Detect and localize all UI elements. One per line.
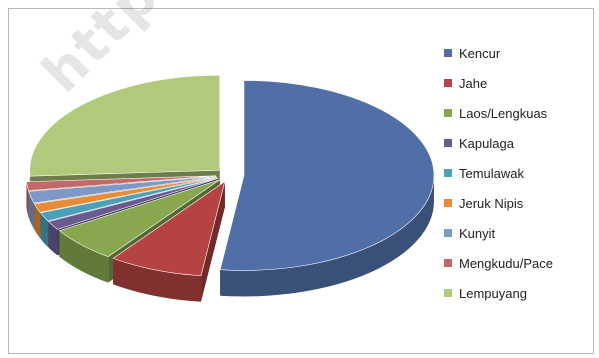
legend-swatch bbox=[444, 109, 452, 117]
pie-slice bbox=[28, 176, 217, 204]
pie-slice-side bbox=[113, 258, 202, 302]
pie-slice-side bbox=[59, 230, 109, 283]
pie-slice-side bbox=[48, 221, 58, 256]
pie-slice bbox=[112, 180, 226, 277]
legend-item: Lempuyang bbox=[444, 278, 594, 308]
legend: Kencur Jahe Laos/Lengkuas Kapulaga Temulawak… bbox=[444, 38, 594, 308]
pie-slice bbox=[40, 177, 218, 222]
pie-slice-side bbox=[220, 175, 434, 297]
legend-item: Laos/Lengkuas bbox=[444, 98, 594, 128]
legend-item: Kencur bbox=[444, 38, 594, 68]
legend-item: Temulawak bbox=[444, 158, 594, 188]
legend-swatch bbox=[444, 49, 452, 57]
legend-label: Jeruk Nipis bbox=[459, 195, 524, 211]
pie-slice bbox=[219, 80, 435, 271]
legend-label: Kapulaga bbox=[459, 135, 514, 151]
legend-label: Lempuyang bbox=[459, 285, 527, 301]
legend-swatch bbox=[444, 169, 452, 177]
legend-item: Jahe bbox=[444, 68, 594, 98]
legend-label: Mengkudu/Pace bbox=[459, 255, 553, 271]
legend-label: Jahe bbox=[459, 75, 488, 91]
legend-label: Laos/Lengkuas bbox=[459, 105, 548, 121]
pie-slice bbox=[33, 176, 217, 213]
legend-item: Mengkudu/Pace bbox=[444, 248, 594, 278]
legend-swatch bbox=[444, 199, 452, 207]
pie-slice bbox=[47, 178, 218, 230]
legend-swatch bbox=[444, 259, 452, 267]
pie-slice-cut bbox=[201, 181, 225, 302]
legend-swatch bbox=[444, 139, 452, 147]
pie-slice bbox=[29, 74, 221, 177]
legend-item: Kunyit bbox=[444, 218, 594, 248]
legend-swatch bbox=[444, 79, 452, 87]
legend-label: Temulawak bbox=[459, 165, 525, 181]
pie-slice-side bbox=[34, 203, 41, 239]
legend-label: Kencur bbox=[459, 45, 501, 61]
pie-slice-side bbox=[40, 212, 48, 248]
legend-item: Kapulaga bbox=[444, 128, 594, 158]
pie-slice bbox=[26, 175, 217, 191]
pie-chart bbox=[26, 74, 435, 302]
legend-swatch bbox=[444, 229, 452, 237]
legend-swatch bbox=[444, 289, 452, 297]
legend-label: Kunyit bbox=[459, 225, 496, 241]
pie-slice-side bbox=[26, 181, 29, 217]
legend-item: Jeruk Nipis bbox=[444, 188, 594, 218]
pie-slice bbox=[58, 179, 220, 257]
